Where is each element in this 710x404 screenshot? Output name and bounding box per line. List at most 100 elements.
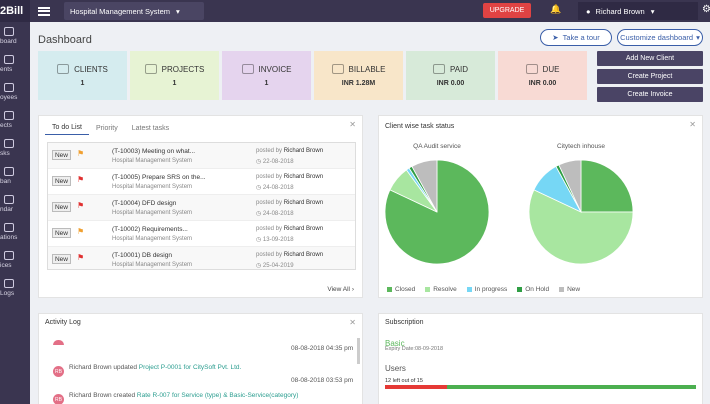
task-date: ◷ 13-09-2018 [256, 236, 294, 243]
stat-value: 1 [80, 80, 85, 87]
task-project: Hospital Management System [112, 158, 193, 164]
tab-2[interactable]: Latest tasks [131, 125, 170, 132]
stat-card-invoice[interactable]: INVOICE 1 [222, 51, 311, 100]
project-select[interactable]: Hospital Management System ▾ [64, 2, 204, 20]
sidebar-item-label: ndar [0, 206, 14, 213]
legend-item[interactable]: In progress [466, 286, 507, 293]
posted-by: posted by Richard Brown [256, 252, 323, 258]
posted-by-name: Richard Brown [283, 252, 324, 258]
task-status-title: Client wise task status [385, 123, 455, 130]
legend-item[interactable]: New [559, 286, 580, 293]
menu-icon[interactable] [38, 6, 50, 16]
stat-card-paid[interactable]: PAID INR 0.00 [406, 51, 495, 100]
plan-name[interactable]: Basic [385, 339, 405, 348]
sidebar-item-7[interactable]: ations [0, 218, 30, 246]
clock-icon: ◷ [256, 237, 262, 243]
stat-label: DUE [542, 64, 560, 74]
flag-icon: ⚑ [77, 201, 85, 210]
tab-1[interactable]: Priority [95, 125, 118, 132]
legend-item[interactable]: On Hold [517, 286, 549, 293]
posted-by: posted by Richard Brown [256, 148, 323, 154]
pie-slice-new[interactable] [411, 159, 438, 213]
scrollbar[interactable] [357, 338, 360, 364]
close-icon[interactable]: ✕ [349, 120, 356, 129]
action-button-2[interactable]: Create Invoice [597, 87, 703, 102]
task-date-value: 25-04-2019 [262, 263, 294, 269]
calendar-icon [4, 195, 14, 204]
todo-row[interactable]: New ⚑ (T-10002) Requirements... Hospital… [48, 221, 355, 247]
task-title[interactable]: (T-10002) Requirements... [112, 226, 188, 233]
view-all-link[interactable]: View All › [327, 286, 354, 293]
posted-by-label: posted by [256, 174, 283, 180]
take-tour-button[interactable]: ➤ Take a tour [540, 29, 612, 46]
tab-0[interactable]: To do List [45, 124, 89, 135]
sidebar-item-8[interactable]: ices [0, 246, 30, 274]
task-project: Hospital Management System [112, 262, 193, 268]
sidebar-item-0[interactable]: board [0, 22, 30, 50]
sidebar-item-3[interactable]: ects [0, 106, 30, 134]
clock-icon: ◷ [256, 211, 262, 217]
sidebar-item-9[interactable]: Logs [0, 274, 30, 302]
close-icon[interactable]: ✕ [349, 318, 356, 327]
todo-row[interactable]: New ⚑ (T-10005) Prepare SRS on the... Ho… [48, 169, 355, 195]
todo-row[interactable]: New ⚑ (T-10001) DB design Hospital Manag… [48, 247, 355, 269]
legend-item[interactable]: Resolve [425, 286, 457, 293]
gear-icon[interactable]: ⚙ [702, 4, 710, 15]
stat-icon [241, 64, 254, 74]
take-tour-label: Take a tour [562, 33, 600, 42]
sidebar-item-label: board [0, 38, 17, 45]
todo-row[interactable]: New ⚑ (T-10004) DFD design Hospital Mana… [48, 195, 355, 221]
customize-dashboard-button[interactable]: Customize dashboard ▾ [617, 29, 703, 46]
users-label: Users [385, 364, 406, 373]
action-button-0[interactable]: Add New Client [597, 51, 703, 66]
pie-slice-new[interactable] [558, 159, 582, 213]
stat-icon [432, 64, 445, 74]
legend-label: On Hold [525, 286, 550, 293]
employees-icon [4, 83, 14, 92]
stat-value: INR 1.28M [341, 80, 376, 87]
task-title[interactable]: (T-10005) Prepare SRS on the... [112, 174, 206, 181]
stat-card-due[interactable]: DUE INR 0.00 [498, 51, 587, 100]
send-icon: ➤ [552, 33, 559, 42]
clock-icon: ◷ [256, 185, 262, 191]
clock-icon: ◷ [256, 263, 262, 269]
action-button-1[interactable]: Create Project [597, 69, 703, 84]
upgrade-button[interactable]: UPGRADE [483, 3, 531, 18]
pie-slice-closed[interactable] [580, 159, 634, 213]
legend-item[interactable]: Closed [387, 286, 415, 293]
sidebar-item-1[interactable]: ents [0, 50, 30, 78]
user-menu[interactable]: ● Richard Brown ▾ [578, 2, 698, 20]
pie-slice-resolve[interactable] [528, 189, 634, 265]
sidebar-item-label: oyees [0, 94, 18, 101]
posted-by-label: posted by [256, 252, 283, 258]
task-date-value: 22-08-2018 [262, 159, 294, 165]
task-date: ◷ 24-08-2018 [256, 210, 294, 217]
sidebar-item-5[interactable]: ban [0, 162, 30, 190]
avatar: RB [53, 366, 64, 377]
task-title[interactable]: (T-10004) DFD design [112, 200, 177, 207]
task-project: Hospital Management System [112, 210, 193, 216]
stat-card-clients[interactable]: CLIENTS 1 [38, 51, 127, 100]
chevron-down-icon: ▾ [696, 33, 700, 42]
bell-icon[interactable]: 🔔 [550, 4, 562, 14]
pie-slice-closed[interactable] [384, 159, 490, 265]
activity-link[interactable]: Project P-0001 for CitySoft Pvt. Ltd. [138, 364, 242, 371]
task-title[interactable]: (T-10001) DB design [112, 252, 172, 259]
flag-icon: ⚑ [77, 149, 85, 158]
todo-row[interactable]: New ⚑ (T-10003) Meeting on what... Hospi… [48, 143, 355, 169]
task-title[interactable]: (T-10003) Meeting on what... [112, 148, 196, 155]
close-icon[interactable]: ✕ [689, 120, 696, 129]
stat-card-billable[interactable]: BILLABLE INR 1.28M [314, 51, 403, 100]
sidebar-item-2[interactable]: oyees [0, 78, 30, 106]
stat-icon [57, 64, 70, 74]
sidebar-item-4[interactable]: sks [0, 134, 30, 162]
app-logo[interactable]: 2Bill [0, 0, 30, 22]
task-date-value: 24-08-2018 [262, 185, 294, 191]
activity-link[interactable]: Rate R-007 for Service (type) & Basic-Se… [136, 392, 299, 399]
status-badge: New [52, 202, 71, 212]
sidebar-item-label: ents [0, 66, 13, 73]
stat-card-projects[interactable]: PROJECTS 1 [130, 51, 219, 100]
quotations-icon [4, 223, 14, 232]
sidebar-item-6[interactable]: ndar [0, 190, 30, 218]
sidebar-item-label: ations [0, 234, 18, 241]
